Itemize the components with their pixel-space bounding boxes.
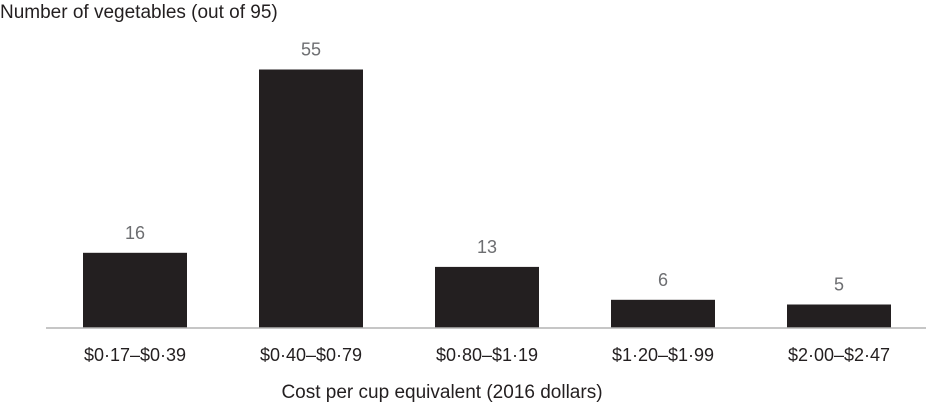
data-label-4: 5 (834, 275, 844, 295)
bar-2 (435, 266, 539, 328)
bar-3 (611, 299, 715, 328)
y-axis-label: Number of vegetables (out of 95) (0, 2, 278, 23)
data-label-0: 16 (125, 223, 145, 243)
x-tick-label-0: $0·17–$0·39 (84, 345, 186, 365)
x-tick-label-2: $0·80–$1·19 (436, 345, 538, 365)
data-label-3: 6 (658, 270, 668, 290)
x-tick-labels: $0·17–$0·39 $0·40–$0·79 $0·80–$1·19 $1·20–$… (84, 345, 890, 365)
x-tick-label-3: $1·20–$1·99 (612, 345, 714, 365)
x-tick-label-1: $0·40–$0·79 (260, 345, 362, 365)
bars-group: 16 55 13 6 5 (83, 40, 891, 328)
data-label-1: 55 (301, 40, 321, 60)
x-axis-label: Cost per cup equivalent (2016 dollars) (281, 382, 602, 403)
data-label-2: 13 (477, 237, 497, 257)
bar-4 (787, 304, 891, 328)
bar-1 (259, 69, 363, 328)
bar-0 (83, 252, 187, 328)
x-tick-label-4: $2·00–$2·47 (788, 345, 890, 365)
